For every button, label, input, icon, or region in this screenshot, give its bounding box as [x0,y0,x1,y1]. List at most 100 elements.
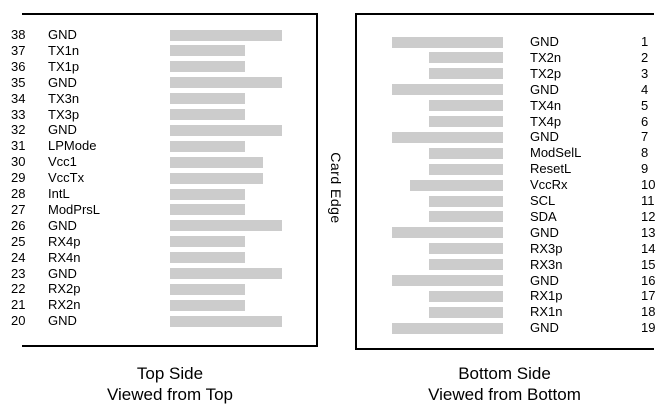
pin-number: 32 [11,122,26,138]
bottom-side-caption-line1: Bottom Side [458,364,551,383]
pin-number: 2 [641,49,649,65]
pin-pad-bar [429,147,503,159]
pin-pad-bar [429,195,503,207]
pin-number: 13 [641,224,656,240]
pin-number: 29 [11,170,26,186]
pin-number: 20 [11,313,26,329]
pin-name: TX1p [48,58,80,74]
pin-name: RX1n [530,304,563,320]
pin-name: RX4p [48,233,81,249]
pin-number: 38 [11,27,26,42]
pin-number: 3 [641,65,649,81]
pin-number: 36 [11,58,26,74]
pin-number: 24 [11,249,26,265]
pin-number: 4 [641,81,649,97]
pin-pad-bar [170,236,245,248]
pin-name: GND [48,313,77,329]
pin-number: 27 [11,201,26,217]
pin-name: GND [530,34,559,49]
pin-name: RX3n [530,256,563,272]
pin-number: 31 [11,138,26,154]
pin-number: 19 [641,320,656,336]
pin-name: GND [48,265,77,281]
pin-number: 8 [641,145,649,161]
top-side-caption-line1: Top Side [136,364,204,383]
pin-pad-bar [392,227,503,239]
pin-pad-bar [170,77,282,89]
pin-name: SDA [530,208,557,224]
pin-name: RX2p [48,281,81,297]
pin-name: GND [48,74,77,90]
pin-pad-bar [170,61,245,73]
pin-pad-bar [170,268,282,279]
pin-pad-bar [170,93,245,105]
pin-pad-bar [392,36,503,48]
pin-name: RX1p [530,288,563,304]
pin-name: RX4n [48,249,81,265]
pin-number: 1 [641,34,649,49]
pin-name: GND [48,217,77,233]
pin-pad-bar [170,140,245,152]
card-edge-label: Card Edge [328,152,344,224]
pin-pad-bar [429,243,503,255]
pin-name: GND [48,27,77,42]
pin-pad-bar [429,290,503,302]
pin-name: TX3p [48,106,80,122]
pin-pad-bar [170,45,245,57]
pin-pad-bar [170,156,263,168]
pin-pad-bar [170,29,282,41]
pin-number: 30 [11,154,26,170]
pin-number: 18 [641,304,656,320]
bottom-side-caption: Bottom Side Viewed from Bottom [355,363,654,405]
pin-pad-bar [170,109,245,120]
pin-name: VccTx [48,170,85,186]
pin-pad-bar [392,275,503,286]
pin-name: TX2n [530,49,562,65]
pin-name: RX2n [48,297,81,313]
pin-number: 5 [641,97,649,113]
pin-name: IntL [48,186,70,201]
pin-name: TX2p [530,65,562,81]
pin-name: LPMode [48,138,97,154]
pin-name: TX4n [530,97,562,113]
pin-pad-bar [170,172,263,184]
pin-name: GND [530,129,559,145]
pin-number: 7 [641,129,649,145]
pin-pad-bar [410,179,503,191]
pin-name: VccRx [530,177,568,193]
pin-name: TX1n [48,42,80,58]
pin-pad-bar [429,100,503,112]
pin-pad-bar [170,252,245,264]
pin-number: 6 [641,113,649,129]
pin-name: RX3p [530,240,563,256]
pin-pad-bar [429,211,503,223]
pin-pad-bar [170,124,282,136]
top-side-box [22,13,318,347]
pin-number: 23 [11,265,26,281]
pin-number: 35 [11,74,26,90]
pin-pad-bar [392,322,503,334]
pin-pad-bar [170,299,245,311]
pin-name: TX3n [48,90,80,106]
top-side-caption: Top Side Viewed from Top [22,363,318,405]
pin-number: 33 [11,106,26,122]
pin-number: 37 [11,42,26,58]
pin-name: SCL [530,193,556,208]
pin-number: 22 [11,281,26,297]
pin-pad-bar [429,116,503,127]
pin-number: 34 [11,90,26,106]
pin-pad-bar [429,52,503,64]
pin-pad-bar [429,163,503,175]
pin-number: 10 [641,177,656,193]
pin-name: Vcc1 [48,154,77,170]
pin-name: TX4p [530,113,562,129]
pin-number: 11 [641,193,655,208]
pin-number: 12 [641,208,656,224]
pin-number: 15 [641,256,656,272]
pin-name: GND [530,272,559,288]
pin-name: ResetL [530,161,572,177]
pin-pad-bar [170,315,282,327]
pin-name: ModPrsL [48,201,101,217]
pin-name: ModSelL [530,145,582,161]
